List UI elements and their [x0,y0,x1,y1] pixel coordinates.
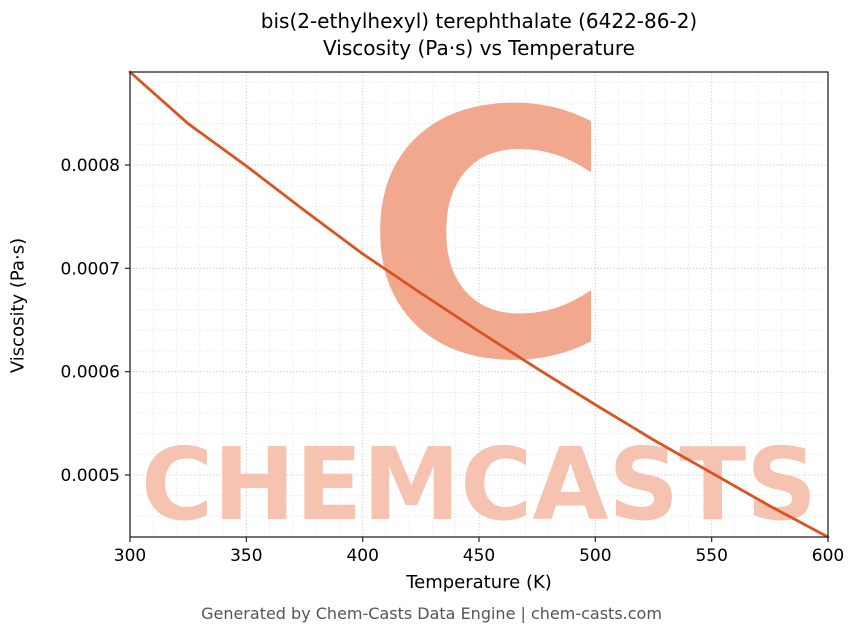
y-tick-label: 0.0005 [61,466,120,486]
y-tick-label: 0.0007 [61,259,120,279]
chart-subtitle: Viscosity (Pa·s) vs Temperature [323,36,635,60]
watermark-text: CHEMCASTS [141,426,817,543]
y-tick-label: 0.0008 [61,156,120,176]
x-tick-label: 400 [346,546,378,566]
x-axis-label: Temperature (K) [406,572,552,593]
x-tick-label: 500 [579,546,611,566]
x-tick-label: 450 [463,546,495,566]
y-tick-label: 0.0006 [61,363,120,383]
x-tick-label: 300 [114,546,146,566]
viscosity-curve [128,70,830,539]
footer-credit: Generated by Chem-Casts Data Engine | ch… [201,604,662,623]
chart-title: bis(2-ethylhexyl) terephthalate (6422-86… [260,9,698,33]
x-tick-label: 550 [695,546,727,566]
plot-frame [129,71,829,538]
watermark-letter-icon: C [363,40,613,436]
x-tick-label: 600 [812,546,844,566]
x-tick-label: 350 [230,546,262,566]
y-axis-label: Viscosity (Pa·s) [7,237,29,374]
